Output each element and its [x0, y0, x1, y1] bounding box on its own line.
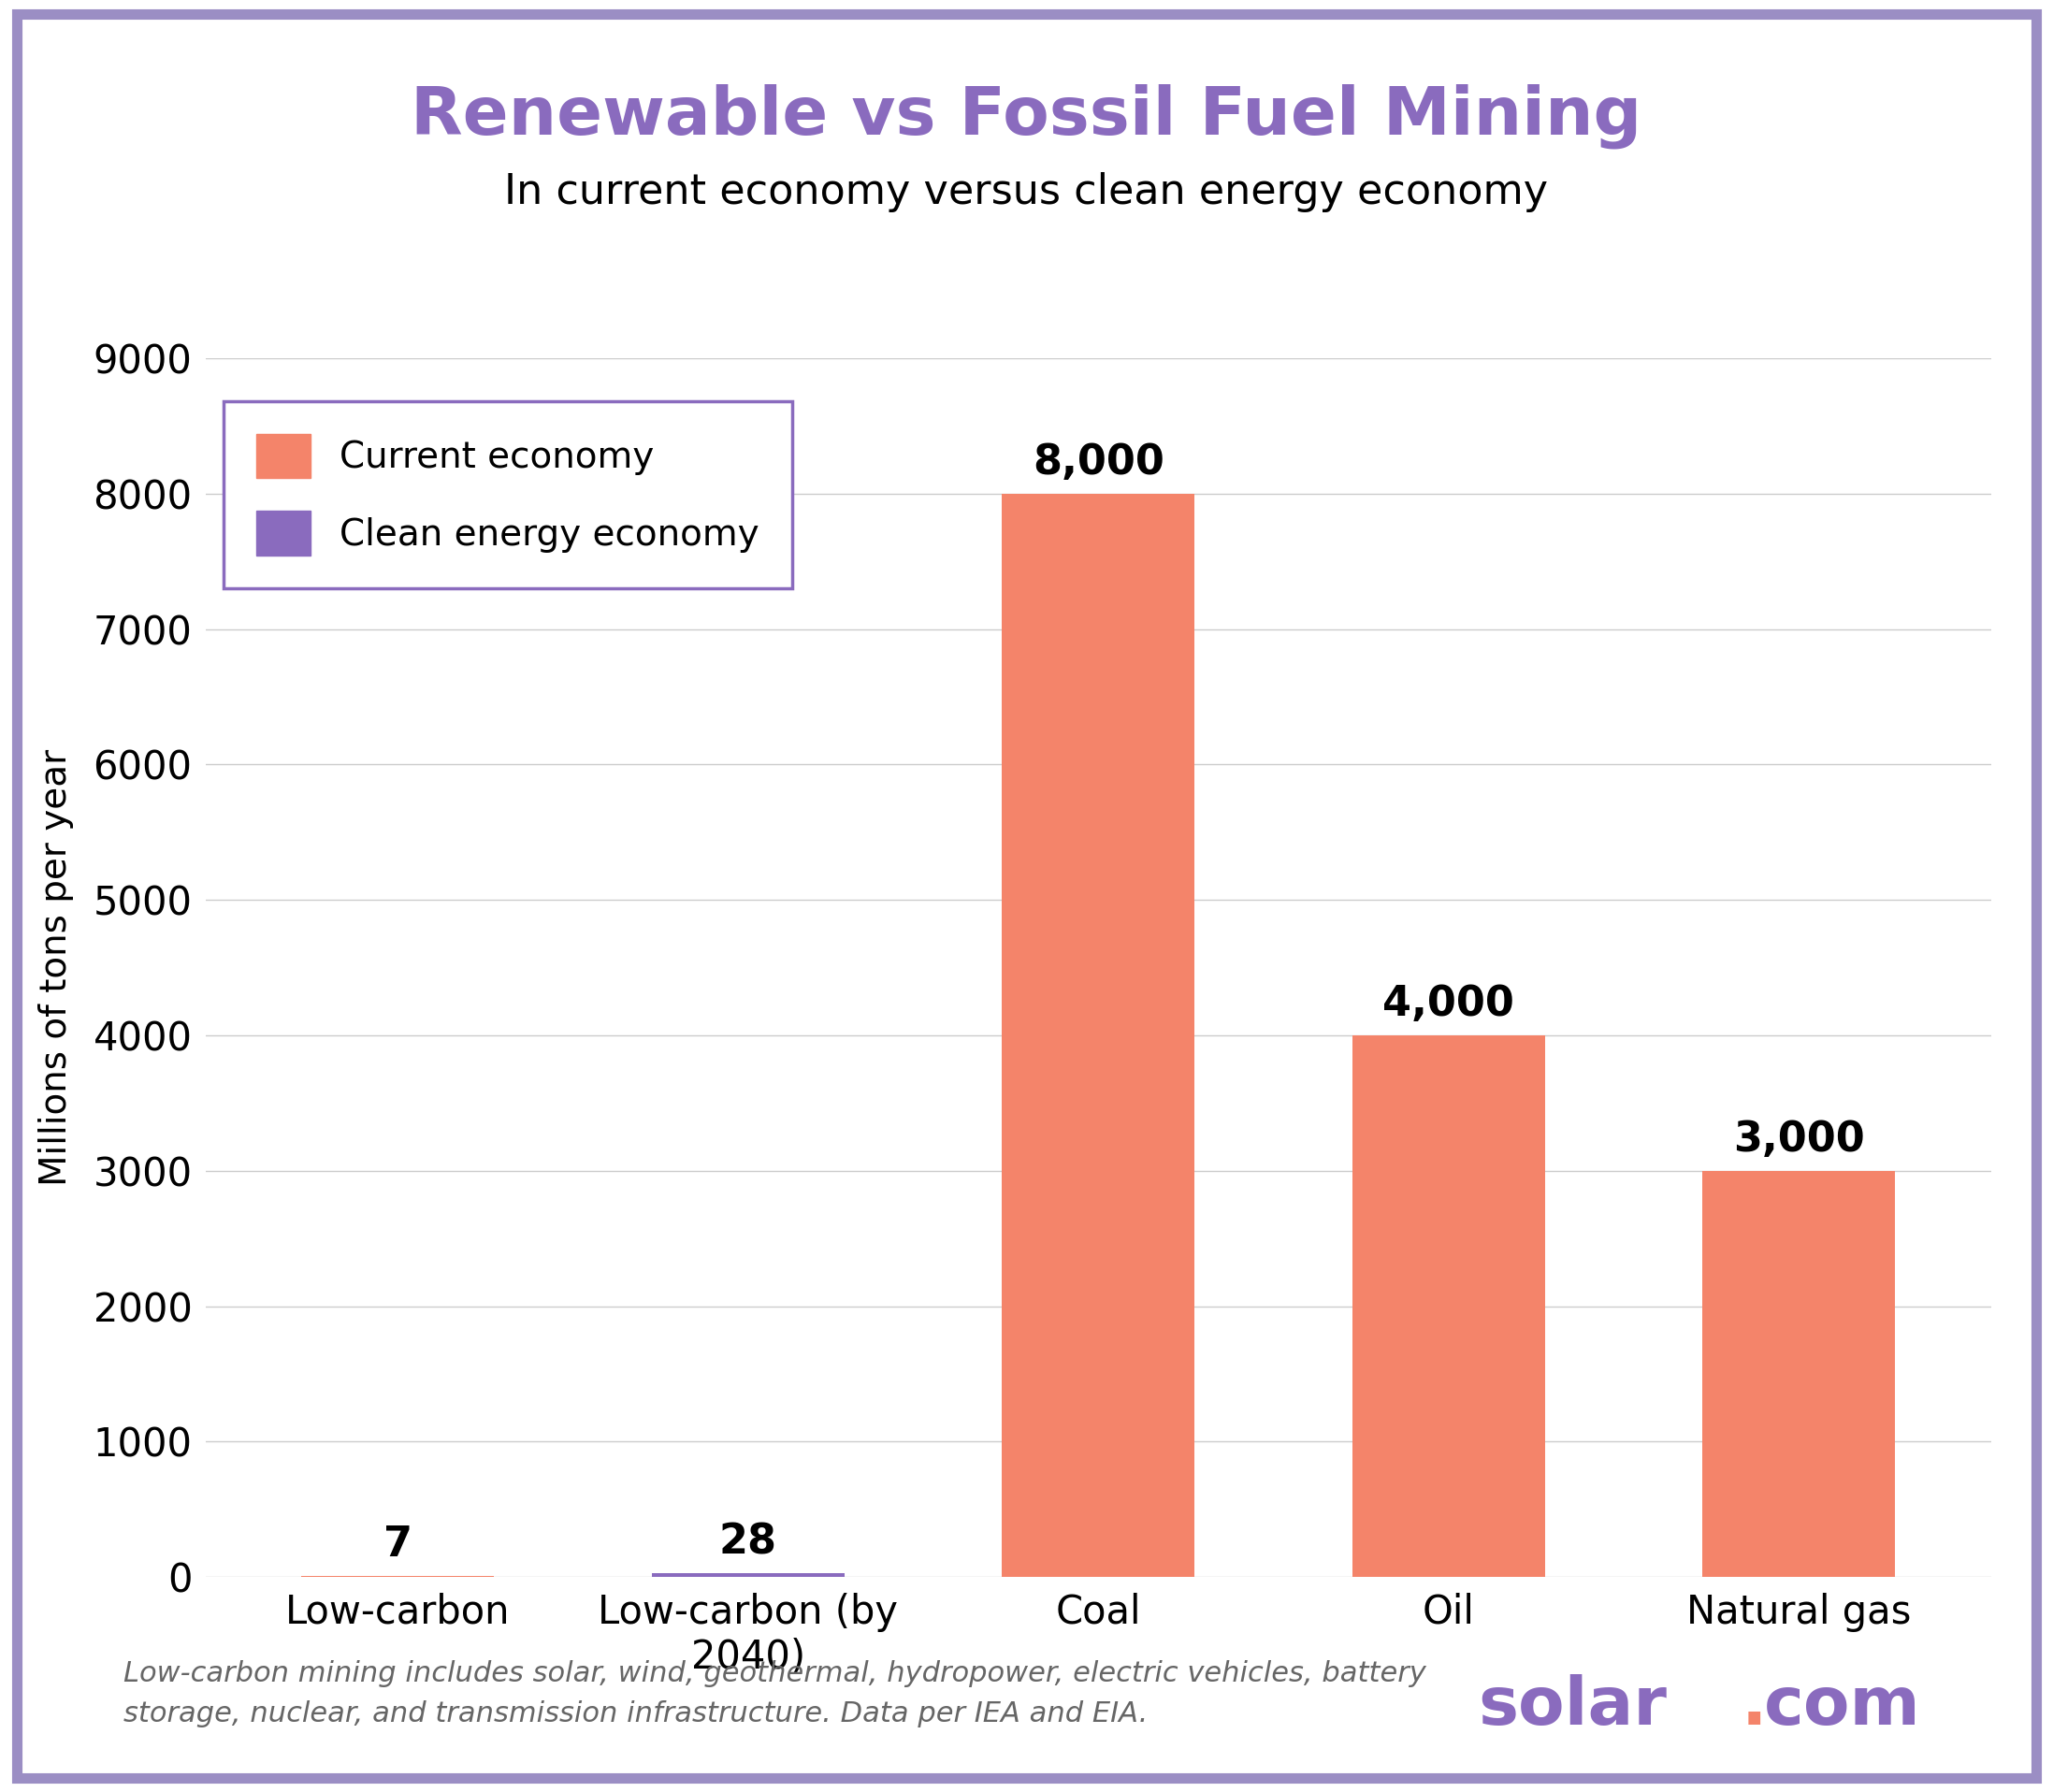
Bar: [1002, 495, 1195, 1577]
Bar: [1353, 1036, 1546, 1577]
Text: 8,000: 8,000: [1033, 443, 1164, 484]
Text: 4,000: 4,000: [1382, 984, 1515, 1025]
Text: 7: 7: [384, 1525, 413, 1564]
Text: 28: 28: [719, 1521, 778, 1563]
Text: 3,000: 3,000: [1733, 1120, 1864, 1159]
Text: .: .: [1741, 1674, 1768, 1738]
Text: solar: solar: [1478, 1674, 1667, 1738]
Y-axis label: Millions of tons per year: Millions of tons per year: [39, 749, 74, 1186]
Bar: [653, 1573, 844, 1577]
Text: com: com: [1764, 1674, 1920, 1738]
Text: In current economy versus clean energy economy: In current economy versus clean energy e…: [505, 172, 1548, 211]
Text: Low-carbon mining includes solar, wind, geothermal, hydropower, electric vehicle: Low-carbon mining includes solar, wind, …: [123, 1659, 1427, 1727]
Bar: [1702, 1170, 1895, 1577]
Legend: Current economy, Clean energy economy: Current economy, Clean energy economy: [224, 401, 792, 588]
Text: Renewable vs Fossil Fuel Mining: Renewable vs Fossil Fuel Mining: [411, 84, 1642, 149]
